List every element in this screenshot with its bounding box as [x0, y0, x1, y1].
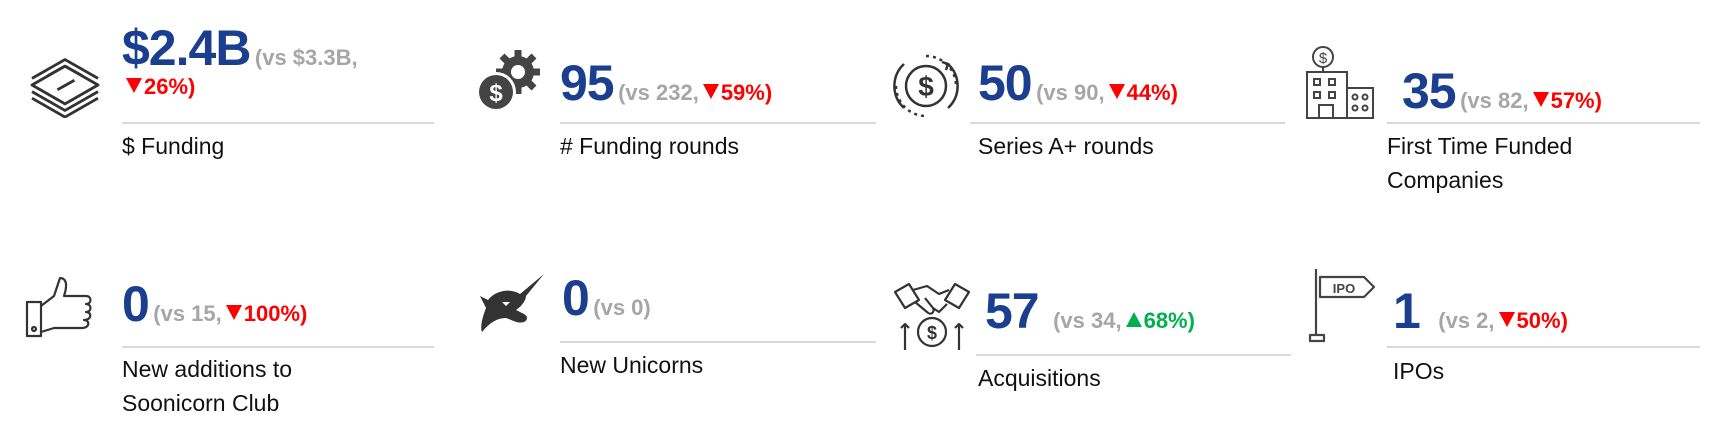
kpi-compare: vs $3.3B,	[255, 45, 358, 70]
kpi-label: $ Funding	[122, 133, 225, 159]
down-arrow-icon	[1108, 84, 1125, 99]
divider	[1387, 122, 1700, 124]
divider	[560, 341, 876, 343]
handshake-dollar-icon: $	[893, 280, 971, 352]
kpi-headline: 95 vs 232, 59%	[560, 57, 890, 110]
divider	[122, 346, 434, 348]
kpi-compare: vs 0	[593, 295, 650, 320]
money-stack-icon	[26, 52, 104, 118]
divider	[970, 122, 1285, 124]
kpi-headline: 0 vs 15, 100%	[122, 278, 452, 331]
kpi-value: 1	[1393, 283, 1421, 339]
kpi-change: 100%	[244, 301, 308, 326]
kpi-label: First Time Funded Companies	[1387, 133, 1573, 193]
down-arrow-icon	[702, 84, 719, 99]
unicorn-icon	[476, 272, 546, 334]
kpi-headline: 35 vs 82, 57%	[1402, 65, 1725, 118]
down-arrow-icon	[225, 305, 242, 320]
kpi-compare: vs 82,	[1460, 88, 1529, 113]
kpi-value: 57	[985, 283, 1040, 339]
kpi-change: 68%	[1144, 308, 1195, 333]
kpi-compare: vs 34,	[1053, 308, 1122, 333]
divider	[122, 122, 434, 124]
kpi-label: # Funding rounds	[560, 133, 740, 159]
kpi-value: $2.4B	[122, 20, 251, 76]
kpi-label: Series A+ rounds	[978, 133, 1154, 159]
kpi-headline: 0 vs 0	[562, 272, 892, 325]
divider	[1387, 346, 1700, 348]
up-arrow-icon	[1125, 312, 1142, 327]
kpi-label: IPOs	[1393, 358, 1445, 384]
svg-text:IPO: IPO	[1333, 281, 1355, 296]
kpi-compare: vs 15,	[153, 301, 222, 326]
kpi-compare: vs 2,	[1438, 308, 1494, 333]
kpi-change: 44%	[1127, 80, 1178, 105]
kpi-headline: 57 vs 34, 68%	[985, 285, 1315, 338]
divider	[976, 354, 1291, 356]
thumbs-up-icon	[24, 274, 94, 338]
svg-text:$: $	[918, 71, 934, 102]
kpi-value: 35	[1402, 63, 1457, 119]
kpi-headline: 1 vs 2, 50%	[1393, 285, 1723, 338]
kpi-headline: $2.4B vs $3.3B, 26%	[122, 20, 422, 99]
kpi-change: 57%	[1551, 88, 1602, 113]
kpi-change: 50%	[1517, 308, 1568, 333]
kpi-change: 26%	[144, 74, 195, 99]
kpi-label: New Unicorns	[560, 352, 704, 378]
divider	[560, 122, 876, 124]
svg-text:$: $	[1319, 50, 1328, 67]
svg-text:$: $	[927, 323, 937, 343]
kpi-change: 59%	[721, 80, 772, 105]
ipo-signpost-icon: IPO	[1308, 265, 1378, 343]
kpi-value: 95	[560, 55, 615, 111]
kpi-compare: vs 232,	[618, 80, 699, 105]
kpi-label: Acquisitions	[978, 365, 1101, 391]
dollar-cycle-icon: $	[890, 50, 962, 122]
kpi-headline: 50 vs 90, 44%	[978, 57, 1308, 110]
kpi-value: 0	[122, 276, 150, 332]
down-arrow-icon	[126, 77, 142, 93]
svg-text:$: $	[489, 80, 503, 107]
kpi-value: 0	[562, 270, 590, 326]
kpi-value: 50	[978, 55, 1033, 111]
down-arrow-icon	[1532, 92, 1549, 107]
building-dollar-icon: $	[1305, 45, 1375, 120]
kpi-compare: vs 90,	[1036, 80, 1105, 105]
dollar-gear-icon: $	[474, 48, 544, 114]
down-arrow-icon	[1498, 312, 1515, 327]
kpi-label: New additions to Soonicorn Club	[122, 356, 293, 416]
